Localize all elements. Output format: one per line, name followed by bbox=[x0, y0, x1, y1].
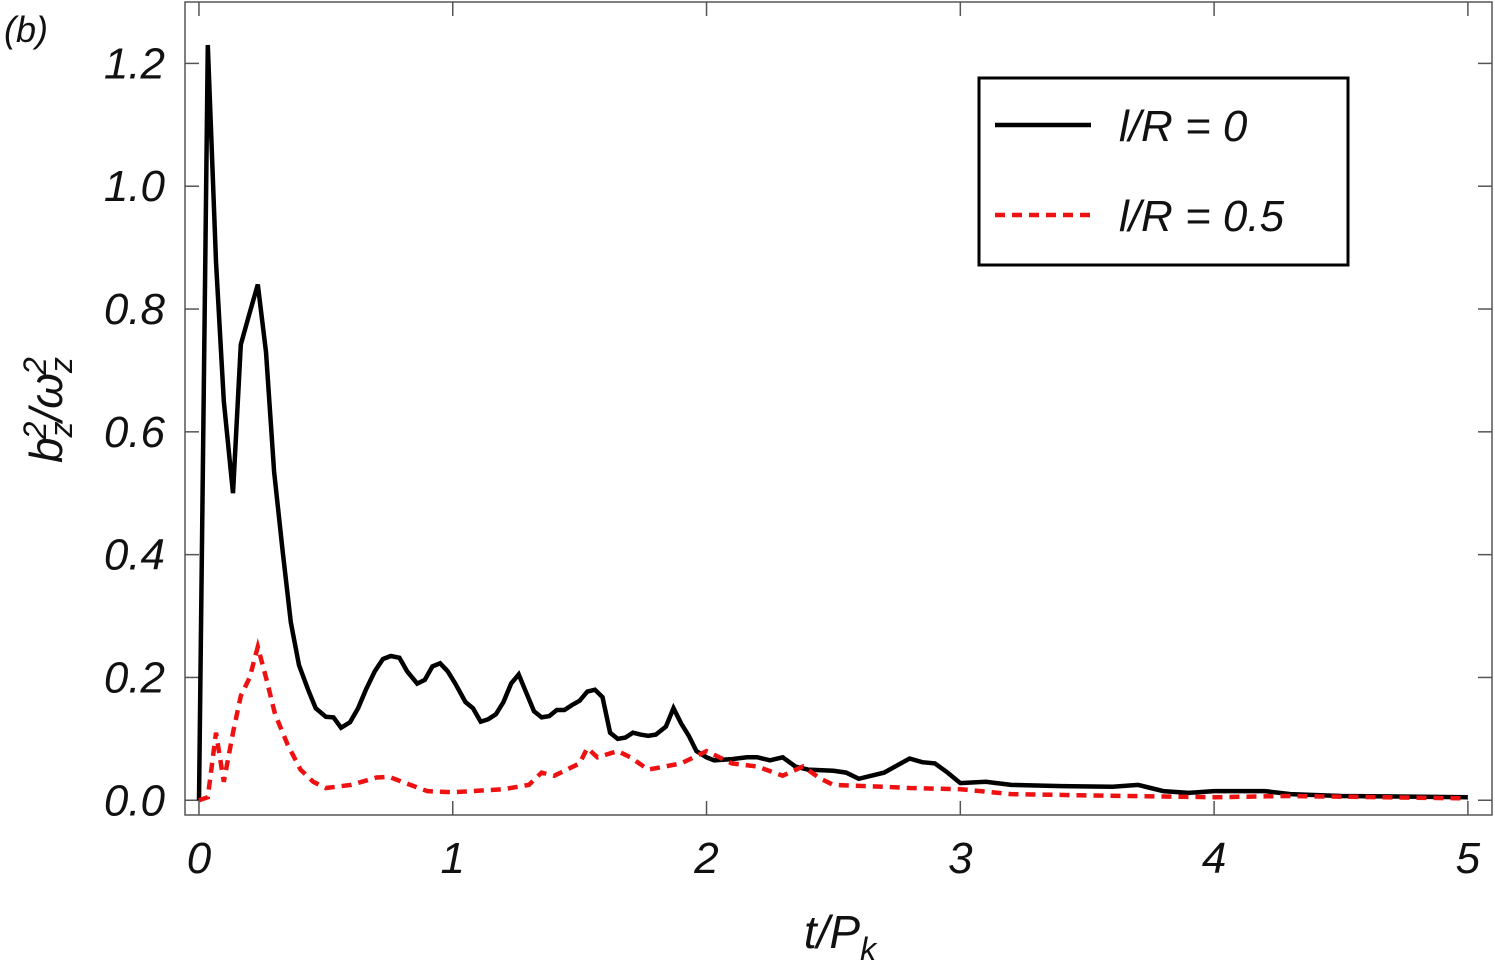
y-label-part: z bbox=[43, 421, 79, 438]
x-tick-label: 4 bbox=[1202, 834, 1226, 883]
y-tick-label: 0.6 bbox=[104, 408, 166, 457]
x-tick-label: 3 bbox=[948, 834, 973, 883]
y-tick-label: 1.0 bbox=[104, 162, 166, 211]
y-tick-label: 1.2 bbox=[104, 39, 165, 88]
x-tick-label: 0 bbox=[187, 834, 212, 883]
x-tick-label: 5 bbox=[1456, 834, 1481, 883]
chart-title: (b) bbox=[4, 9, 48, 50]
data-line bbox=[196, 44, 1468, 801]
x-label-part: t/P bbox=[804, 906, 861, 958]
x-label-part: k bbox=[860, 931, 878, 962]
y-label-part: 2 bbox=[17, 421, 53, 440]
y-label-part: b bbox=[20, 437, 72, 463]
x-tick-label: 1 bbox=[441, 834, 465, 883]
legend-label: l/R = 0 bbox=[1119, 102, 1248, 151]
plot-frame bbox=[184, 1, 1493, 816]
x-tick-label: 2 bbox=[693, 834, 718, 883]
y-tick-label: 0.0 bbox=[104, 776, 166, 825]
legend-box bbox=[977, 76, 1350, 267]
y-tick-label: 0.2 bbox=[104, 653, 165, 702]
y-label-part: z bbox=[43, 357, 79, 374]
y-label-part: /ω bbox=[20, 373, 72, 425]
y-axis-label: bz2/ωz2 bbox=[17, 357, 79, 463]
y-tick-label: 0.4 bbox=[104, 531, 165, 580]
legend-label: l/R = 0.5 bbox=[1119, 192, 1285, 241]
x-axis-label: t/Pk bbox=[804, 906, 878, 962]
y-label-part: 2 bbox=[17, 357, 53, 376]
data-line bbox=[198, 638, 1468, 803]
y-tick-label: 0.8 bbox=[104, 285, 166, 334]
